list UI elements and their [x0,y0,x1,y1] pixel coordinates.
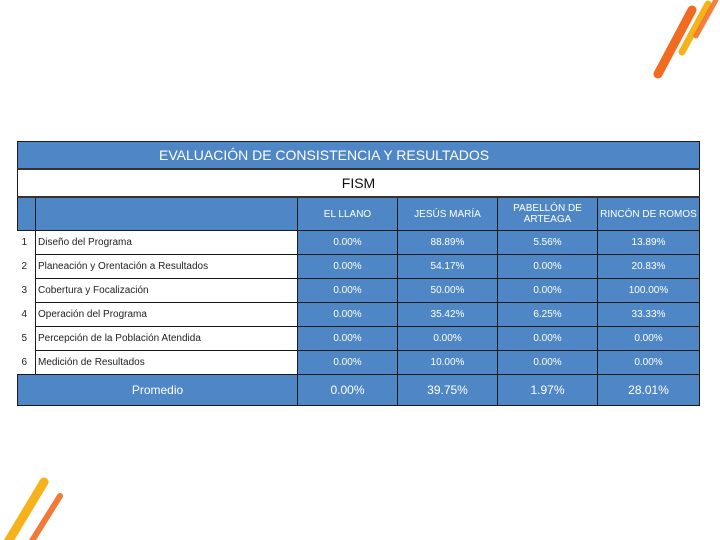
row-number: 3 [17,278,36,303]
value-cell: 50.00% [397,278,498,303]
value-cell: 6.25% [497,302,598,327]
column-header-row: EL LLANO JESÚS MARÍA PABELLÓN DE ARTEAGA… [17,196,700,231]
average-value: 28.01% [597,374,700,406]
row-label: Diseño del Programa [35,230,298,255]
table-subtitle: FISM [17,168,700,198]
value-cell: 10.00% [397,350,498,375]
row-label: Operación del Programa [35,302,298,327]
table-row: 6 Medición de Resultados 0.00% 10.00% 0.… [17,350,700,375]
table-subtitle-row: FISM [17,168,700,198]
column-header: PABELLÓN DE ARTEAGA [497,196,598,231]
row-number: 4 [17,302,36,327]
value-cell: 100.00% [597,278,700,303]
value-cell: 0.00% [497,254,598,279]
value-cell: 0.00% [297,230,398,255]
value-cell: 0.00% [297,254,398,279]
row-number: 2 [17,254,36,279]
value-cell: 0.00% [597,326,700,351]
row-label: Cobertura y Focalización [35,278,298,303]
column-header: RINCÓN DE ROMOS [597,196,700,231]
column-header: EL LLANO [297,196,398,231]
value-cell: 0.00% [497,326,598,351]
average-label: Promedio [17,374,298,406]
results-table: EVALUACIÓN DE CONSISTENCIA Y RESULTADOS … [17,141,700,406]
average-value: 0.00% [297,374,398,406]
table-row: 5 Percepción de la Población Atendida 0.… [17,326,700,351]
row-number: 1 [17,230,36,255]
average-value: 1.97% [497,374,598,406]
average-row: Promedio 0.00% 39.75% 1.97% 28.01% [17,374,700,406]
value-cell: 0.00% [497,350,598,375]
value-cell: 0.00% [397,326,498,351]
row-number: 6 [17,350,36,375]
value-cell: 35.42% [397,302,498,327]
decorative-stripes-top-right [653,0,719,79]
value-cell: 13.89% [597,230,700,255]
header-blank-label [35,196,298,231]
results-table-container: EVALUACIÓN DE CONSISTENCIA Y RESULTADOS … [17,141,700,406]
header-blank-no [17,196,36,231]
value-cell: 0.00% [297,302,398,327]
value-cell: 33.33% [597,302,700,327]
row-label: Planeación y Orentación a Resultados [35,254,298,279]
table-row: 4 Operación del Programa 0.00% 35.42% 6.… [17,302,700,327]
table-title-row: EVALUACIÓN DE CONSISTENCIA Y RESULTADOS [17,141,700,170]
value-cell: 0.00% [297,350,398,375]
value-cell: 20.83% [597,254,700,279]
value-cell: 0.00% [297,326,398,351]
value-cell: 0.00% [297,278,398,303]
value-cell: 88.89% [397,230,498,255]
value-cell: 54.17% [397,254,498,279]
row-label: Medición de Resultados [35,350,298,375]
table-title: EVALUACIÓN DE CONSISTENCIA Y RESULTADOS [17,141,700,170]
value-cell: 0.00% [597,350,700,375]
row-number: 5 [17,326,36,351]
table-row: 2 Planeación y Orentación a Resultados 0… [17,254,700,279]
row-label: Percepción de la Población Atendida [35,326,298,351]
value-cell: 5.56% [497,230,598,255]
value-cell: 0.00% [497,278,598,303]
average-value: 39.75% [397,374,498,406]
table-row: 1 Diseño del Programa 0.00% 88.89% 5.56%… [17,230,700,255]
table-row: 3 Cobertura y Focalización 0.00% 50.00% … [17,278,700,303]
decorative-stripes-bottom-left [3,477,63,540]
column-header: JESÚS MARÍA [397,196,498,231]
